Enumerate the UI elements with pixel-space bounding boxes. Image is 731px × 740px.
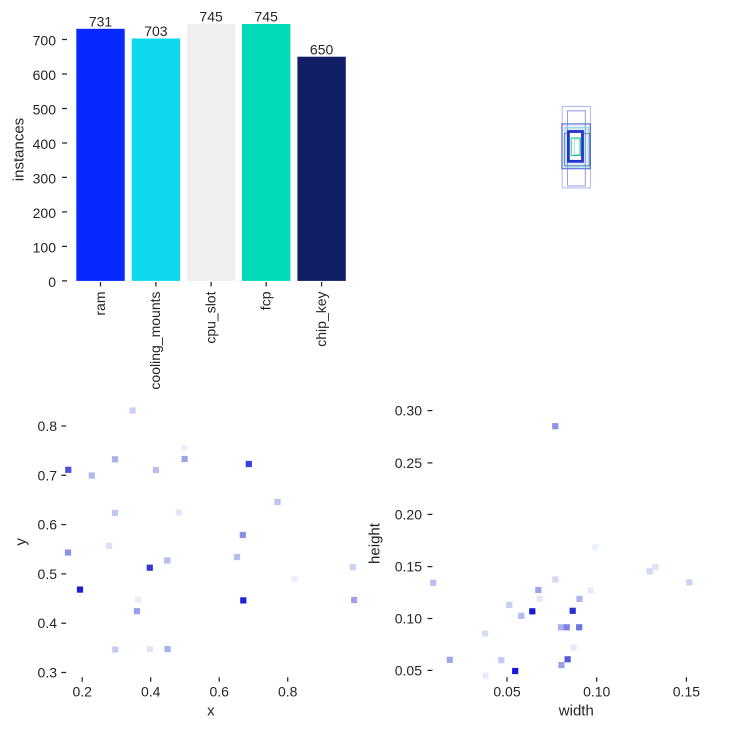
svg-text:0.05: 0.05 <box>493 684 520 700</box>
svg-text:703: 703 <box>144 23 168 39</box>
svg-text:0.10: 0.10 <box>395 611 422 627</box>
svg-text:500: 500 <box>33 102 57 118</box>
svg-text:0.2: 0.2 <box>72 684 92 700</box>
svg-text:0.4: 0.4 <box>141 684 161 700</box>
svg-text:0.30: 0.30 <box>395 403 422 419</box>
svg-text:0.4: 0.4 <box>38 615 58 631</box>
svg-text:400: 400 <box>33 136 57 152</box>
svg-text:cooling_mounts: cooling_mounts <box>147 292 163 390</box>
svg-text:0.5: 0.5 <box>38 566 58 582</box>
svg-text:0.25: 0.25 <box>395 455 422 471</box>
svg-text:0.8: 0.8 <box>278 684 298 700</box>
svg-text:200: 200 <box>33 205 57 221</box>
svg-text:0.8: 0.8 <box>38 418 58 434</box>
svg-text:0.6: 0.6 <box>209 684 229 700</box>
svg-text:height: height <box>367 522 384 564</box>
svg-text:600: 600 <box>33 67 57 83</box>
svg-text:0.6: 0.6 <box>38 517 58 533</box>
svg-text:731: 731 <box>89 14 113 30</box>
svg-text:chip_key: chip_key <box>313 292 329 347</box>
svg-text:745: 745 <box>255 9 279 25</box>
svg-text:cpu_slot: cpu_slot <box>202 291 218 343</box>
svg-text:0.7: 0.7 <box>38 467 58 483</box>
svg-text:ram: ram <box>92 292 108 316</box>
svg-text:0.20: 0.20 <box>395 506 422 522</box>
svg-text:300: 300 <box>33 170 57 186</box>
svg-text:745: 745 <box>199 9 223 25</box>
svg-text:0: 0 <box>48 274 56 290</box>
svg-text:y: y <box>13 538 30 546</box>
svg-text:700: 700 <box>33 33 57 49</box>
svg-text:fcp: fcp <box>258 291 274 310</box>
svg-text:x: x <box>207 703 215 720</box>
svg-text:width: width <box>558 703 594 720</box>
svg-text:0.10: 0.10 <box>583 684 610 700</box>
svg-text:0.15: 0.15 <box>673 684 700 700</box>
svg-text:100: 100 <box>33 239 57 255</box>
svg-text:0.15: 0.15 <box>395 559 422 575</box>
svg-text:0.3: 0.3 <box>38 665 58 681</box>
svg-text:650: 650 <box>310 41 334 57</box>
svg-text:0.05: 0.05 <box>395 662 422 678</box>
svg-text:instances: instances <box>11 118 28 181</box>
